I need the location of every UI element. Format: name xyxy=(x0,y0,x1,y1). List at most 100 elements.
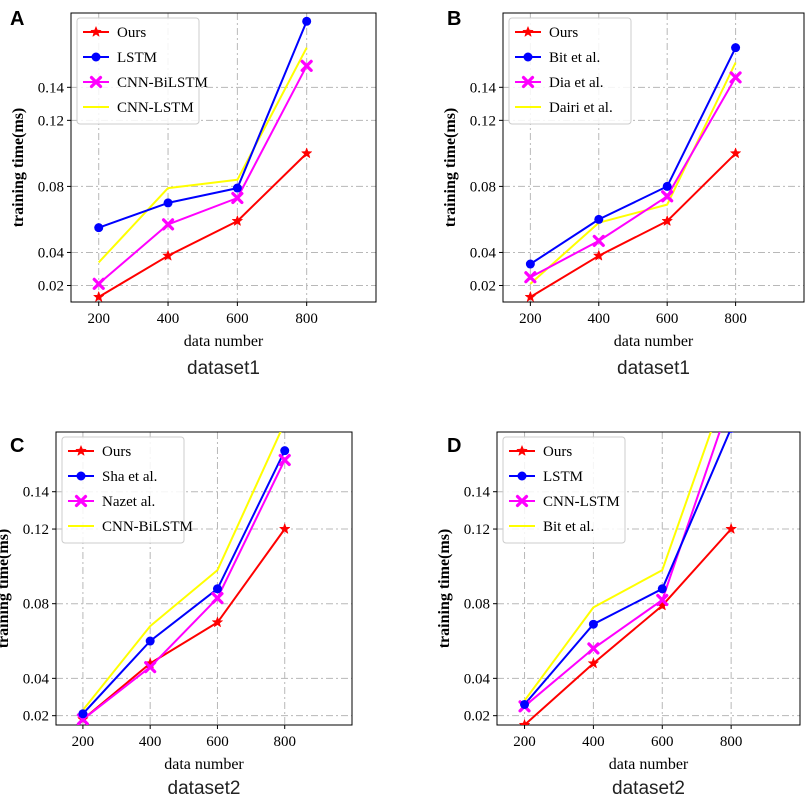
panel-b-legend-marker-2 xyxy=(521,75,535,89)
panel-c-ytick-label-2: 0.08 xyxy=(23,597,49,613)
panel-b-series-2-point-3 xyxy=(729,71,742,84)
panel-c-xtick-label-0: 200 xyxy=(72,734,95,750)
panel-a-series-0-point-0 xyxy=(92,290,105,302)
panel-a-legend-label-0: Ours xyxy=(117,25,146,41)
panel-b-series-0-point-1 xyxy=(592,249,605,261)
panel-d-xtick-label-3: 800 xyxy=(720,734,743,750)
panel-d-series-2-point-3-stroke-a xyxy=(727,394,736,403)
panel-d-legend-marker-2-stroke-b xyxy=(515,494,529,508)
panel-b-ytick-label-0: 0.02 xyxy=(470,278,496,294)
panel-a-axes-frame xyxy=(70,12,377,303)
panel-b-xtick-label-0: 200 xyxy=(519,311,542,327)
panel-a-series-2-point-2 xyxy=(231,191,244,205)
panel-b-xlabel: data number xyxy=(614,333,694,350)
panel-a-ytick-label-4: 0.14 xyxy=(38,80,65,96)
panel-b-series-2-point-0 xyxy=(524,271,537,284)
panel-b-legend-marker-2-stroke-b xyxy=(521,75,535,89)
panel-a-xtick-label-1: 400 xyxy=(157,311,180,327)
panel-b-series-0-line xyxy=(529,152,737,298)
panel-c-legend-box xyxy=(61,436,185,544)
panel-b-series-2-point-1 xyxy=(592,234,605,247)
panel-b: B 0.02 0.04 0.08 0.12 0.14 200 400 600 800 data nu… xyxy=(442,8,805,379)
panel-b-series-2-point-0-stroke-b xyxy=(524,271,537,284)
panel-a-legend: Ours LSTM CNN-BiLSTM CNN-LSTM xyxy=(76,17,208,125)
panel-a-caption: dataset1 xyxy=(187,358,260,379)
panel-c-letter: C xyxy=(10,435,24,457)
panel-d-xtick-label-0: 200 xyxy=(513,734,536,750)
panel-d-legend-label-2: CNN-LSTM xyxy=(543,494,620,510)
panel-b-legend-label-3: Dairi et al. xyxy=(549,100,613,116)
panel-b-series-0-point-3 xyxy=(729,147,742,159)
panel-a-legend-box xyxy=(76,17,200,125)
panel-c-series-1-line xyxy=(82,450,286,715)
panel-a-xlabel: data number xyxy=(184,333,264,350)
panel-d-legend-label-1: LSTM xyxy=(543,469,583,485)
panel-b-series-0-point-0 xyxy=(524,290,537,302)
panel-d-axes-frame xyxy=(496,431,801,726)
panel-c-series-2-point-1 xyxy=(144,661,157,674)
panel-d-series-1-point-2 xyxy=(657,584,667,594)
panel-d-ytick-label-0: 0.02 xyxy=(464,709,490,725)
panel-c-legend: Ours Sha et al. Nazet al. CNN-BiLSTM xyxy=(61,436,193,544)
panel-b-axes-frame xyxy=(502,12,805,303)
panel-a-plot-area xyxy=(92,16,313,302)
panel-d-series-2-point-3-stroke-b xyxy=(727,394,736,403)
panel-c-xlabel: data number xyxy=(164,756,244,773)
panel-d-series-0-point-1 xyxy=(587,657,600,669)
panel-d-legend-label-0: Ours xyxy=(543,444,572,460)
panel-d-legend-box xyxy=(502,436,626,544)
panel-c-series-2-point-2-stroke-b xyxy=(211,591,224,605)
panel-d-ytick-label-1: 0.04 xyxy=(464,671,491,687)
panel-a-letter: A xyxy=(10,8,24,30)
panel-b-caption: dataset1 xyxy=(617,358,690,379)
panel-c-plot-area xyxy=(76,432,291,725)
panel-b-xtick-label-2: 600 xyxy=(656,311,679,327)
panel-d-legend-marker-0 xyxy=(516,444,528,456)
panel-d-series-0-line xyxy=(523,528,732,725)
panel-b-ylabel: training time(ms) xyxy=(442,108,459,228)
panel-d-series-2-point-3 xyxy=(727,394,736,403)
panel-a-legend-marker-2-stroke-b xyxy=(89,75,103,89)
panel-d-letter: D xyxy=(447,435,461,457)
panel-d-ylabel: training time(ms) xyxy=(436,529,453,649)
panel-a-legend-marker-2 xyxy=(89,75,103,89)
panel-c-series-1-point-0 xyxy=(78,709,88,719)
panel-a-legend-marker-0 xyxy=(90,25,102,37)
panel-c-series-2-point-3 xyxy=(278,453,291,467)
panel-a-series-2-point-0-stroke-b xyxy=(92,277,105,290)
panel-b-legend: Ours Bit et al. Dia et al. Dairi et al. xyxy=(508,17,632,125)
panel-c-ytick-label-1: 0.04 xyxy=(23,671,50,687)
panel-a-series-2-point-0 xyxy=(92,277,105,290)
panel-d-ytick-label-2: 0.08 xyxy=(464,597,490,613)
panel-a-series-0-line xyxy=(98,152,308,298)
panel-a-series-1-line xyxy=(98,20,308,229)
panel-c-series-2-line xyxy=(82,459,286,721)
panel-b-series-1-point-2 xyxy=(662,181,672,191)
panel-d-plot-area xyxy=(518,394,738,725)
panel-a-series-1-point-1 xyxy=(163,198,173,208)
panel-c-legend-label-2: Nazet al. xyxy=(102,494,155,510)
panel-c-axes-frame xyxy=(55,431,353,726)
panel-c-series-2-point-3-stroke-b xyxy=(278,453,291,467)
panel-d-ytick-label-4: 0.14 xyxy=(464,485,491,501)
panel-c-series-1-point-3 xyxy=(280,446,290,456)
panel-c-series-0-point-2 xyxy=(211,616,224,628)
panel-d-series-0-point-0 xyxy=(518,718,531,725)
panel-a-series-3-line xyxy=(97,47,308,264)
panel-d-series-1-point-1 xyxy=(588,619,598,629)
panel-d-legend-marker-2 xyxy=(515,494,529,508)
panel-a-series-2-point-1-stroke-b xyxy=(161,218,175,231)
panel-c-xtick-label-3: 800 xyxy=(273,734,296,750)
panel-b-legend-marker-0 xyxy=(522,25,534,37)
panel-a-series-1-point-2 xyxy=(232,183,242,193)
panel-c-legend-marker-1 xyxy=(76,471,86,481)
panel-a-xtick-label-3: 800 xyxy=(295,311,318,327)
panel-b-series-2-line xyxy=(529,76,737,279)
panel-d-series-2-point-1-stroke-b xyxy=(587,642,600,655)
panel-b-ytick-label-3: 0.12 xyxy=(470,113,496,129)
panel-c-legend-label-1: Sha et al. xyxy=(102,469,157,485)
panel-d-series-2-point-2 xyxy=(656,593,669,607)
panel-d-legend-label-3: Bit et al. xyxy=(543,519,594,535)
panel-a-ytick-label-1: 0.04 xyxy=(38,245,65,261)
